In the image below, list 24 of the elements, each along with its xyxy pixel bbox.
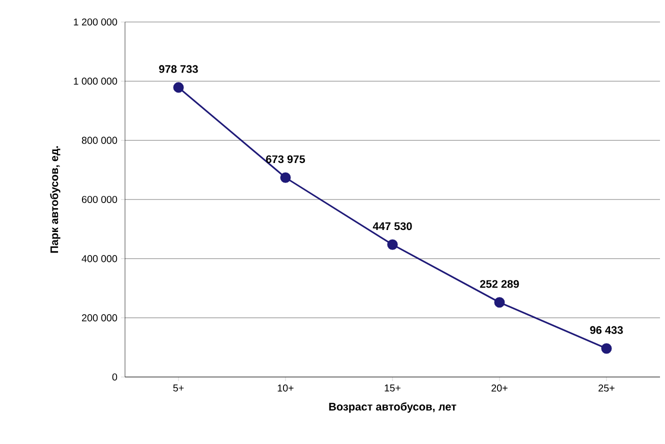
y-tick-label: 0 bbox=[112, 373, 118, 381]
x-tick-label: 10+ bbox=[278, 384, 294, 392]
point bbox=[173, 82, 184, 93]
y-tick-label: 800 000 bbox=[82, 136, 118, 144]
y-tick-label: 200 000 bbox=[82, 314, 118, 322]
point bbox=[494, 297, 505, 308]
x-axis-title: Возраст автобусов, лет bbox=[329, 402, 456, 413]
point bbox=[387, 239, 398, 250]
x-tick-label: 20+ bbox=[492, 384, 508, 392]
x-tick-label: 25+ bbox=[598, 384, 614, 392]
x-tick-label: 5+ bbox=[173, 384, 184, 392]
y-tick-label: 1 200 000 bbox=[74, 18, 118, 26]
y-tick-label: 400 000 bbox=[82, 255, 118, 262]
x-tick-label: 15+ bbox=[384, 384, 400, 392]
y-tick-label: 1 000 000 bbox=[74, 78, 118, 85]
data-label: 978 733 bbox=[159, 65, 198, 73]
data-label: 673 975 bbox=[266, 155, 305, 164]
data-label: 252 289 bbox=[480, 280, 519, 288]
point bbox=[280, 172, 291, 183]
point bbox=[601, 343, 612, 354]
y-tick-label: 600 000 bbox=[82, 196, 118, 204]
data-label: 96 433 bbox=[590, 326, 623, 334]
data-label: 447 530 bbox=[372, 222, 412, 230]
y-axis-title: Парк автобусов, ед. bbox=[50, 146, 60, 253]
